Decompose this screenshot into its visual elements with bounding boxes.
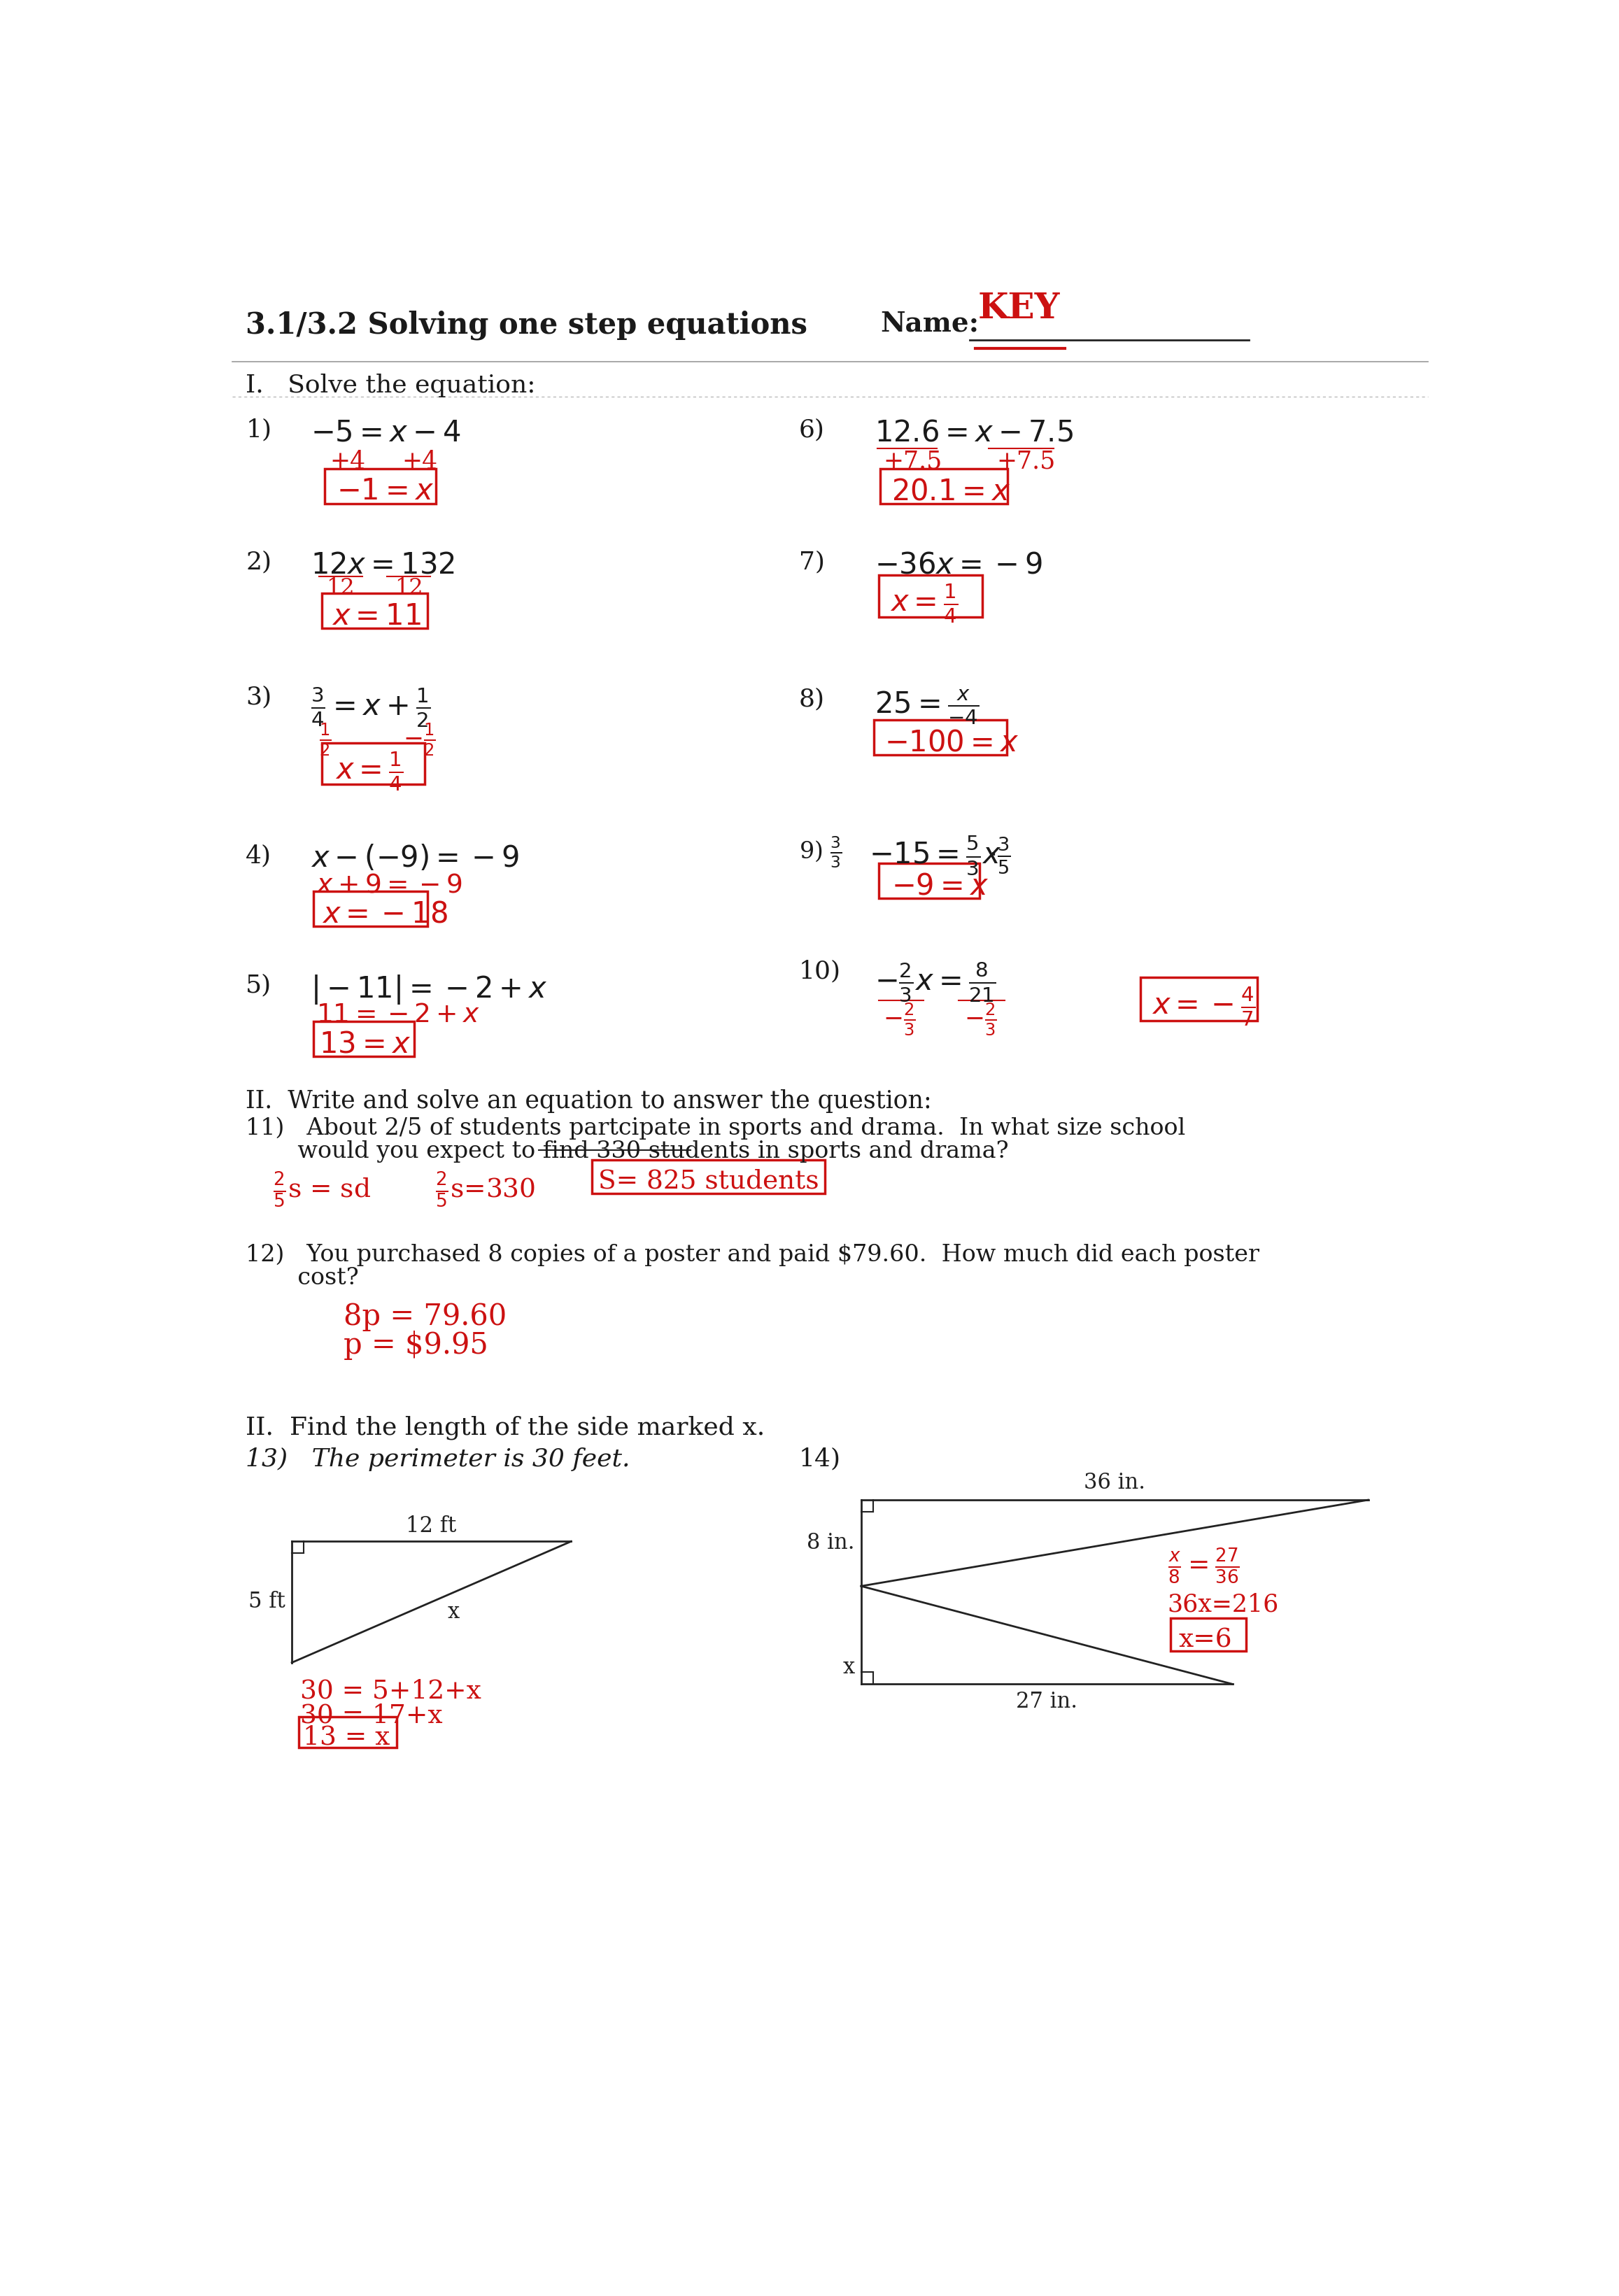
Text: $-\frac{2}{3}$: $-\frac{2}{3}$ [965,1001,997,1038]
Text: 13 = x: 13 = x [303,1724,390,1750]
Text: $x = -\frac{4}{7}$: $x = -\frac{4}{7}$ [1151,985,1255,1029]
Text: II.  Write and solve an equation to answer the question:: II. Write and solve an equation to answe… [246,1088,933,1114]
Text: 8p = 79.60: 8p = 79.60 [343,1302,507,1332]
Text: $x = \frac{1}{4}$: $x = \frac{1}{4}$ [890,583,958,625]
Text: $20.1 = x$: $20.1 = x$ [890,478,1010,505]
Bar [1140,978,1256,1019]
Text: $\frac{x}{8} = \frac{27}{36}$: $\frac{x}{8} = \frac{27}{36}$ [1167,1548,1240,1584]
Text: $-\frac{2}{3}x = \frac{8}{21}$: $-\frac{2}{3}x = \frac{8}{21}$ [874,960,996,1003]
Text: $12.6 = x - 7.5$: $12.6 = x - 7.5$ [874,418,1073,448]
Text: 7): 7) [798,551,824,574]
Text: 6): 6) [798,418,824,443]
Text: cost?: cost? [246,1267,359,1290]
Text: 27 in.: 27 in. [1015,1690,1077,1713]
Text: 11)   About 2/5 of students partcipate in sports and drama.  In what size school: 11) About 2/5 of students partcipate in … [246,1116,1185,1139]
Text: 36 in.: 36 in. [1083,1472,1145,1492]
Text: $-15 = \frac{5}{3}x$: $-15 = \frac{5}{3}x$ [869,836,1002,877]
Text: $-9 = x$: $-9 = x$ [890,870,989,900]
Text: $25 = \frac{x}{-4}$: $25 = \frac{x}{-4}$ [874,687,979,726]
Text: 3.1/3.2 Solving one step equations: 3.1/3.2 Solving one step equations [246,310,808,340]
Bar [324,468,436,503]
Text: $x = 11$: $x = 11$ [332,602,421,631]
Text: 12: 12 [395,576,423,599]
Text: 1): 1) [246,418,272,443]
Text: 30 = 5+12+x: 30 = 5+12+x [300,1678,481,1704]
Text: x=6: x=6 [1179,1628,1232,1653]
Text: 8 in.: 8 in. [806,1531,855,1554]
Text: S= 825 students: S= 825 students [597,1169,819,1194]
Text: $-1 = x$: $-1 = x$ [337,478,434,505]
Text: +7.5: +7.5 [882,450,942,473]
Bar [879,574,983,618]
Text: 14): 14) [798,1446,840,1472]
Text: $x + 9 = -9$: $x + 9 = -9$ [316,872,461,898]
Bar [879,863,979,898]
Text: 4): 4) [246,845,272,868]
Text: x: x [447,1603,460,1623]
Text: $|-11| = -2 + x$: $|-11| = -2 + x$ [311,974,547,1006]
Bar [314,891,427,925]
Text: II.  Find the length of the side marked x.: II. Find the length of the side marked x… [246,1417,766,1440]
Text: 30 = 17+x: 30 = 17+x [300,1704,442,1729]
Text: $x = -18$: $x = -18$ [322,900,448,928]
Text: would you expect to find 330 students in sports and drama?: would you expect to find 330 students in… [246,1141,1009,1164]
Text: I.   Solve the equation:: I. Solve the equation: [246,374,536,397]
Text: $x = \frac{1}{4}$: $x = \frac{1}{4}$ [335,751,403,792]
Text: $-\frac{1}{2}$: $-\frac{1}{2}$ [403,721,436,758]
Text: $13 = x$: $13 = x$ [319,1029,411,1058]
Text: 5): 5) [246,974,272,996]
Text: 10): 10) [798,960,840,983]
Text: $11 = -2 + x$: $11 = -2 + x$ [316,1003,481,1029]
Text: Name:: Name: [881,310,979,338]
Text: +4: +4 [330,450,366,473]
Bar [314,1022,414,1056]
Text: 9) $\frac{3}{3}$: 9) $\frac{3}{3}$ [798,836,842,870]
Text: $\frac{1}{2}$: $\frac{1}{2}$ [319,721,332,758]
Bar [591,1159,824,1194]
Text: $\frac{2}{5}$s=330: $\frac{2}{5}$s=330 [436,1171,536,1208]
Text: 12 ft: 12 ft [406,1515,457,1536]
Bar [874,721,1007,755]
Text: +7.5: +7.5 [997,450,1056,473]
Text: 12: 12 [325,576,355,599]
Text: 36x=216: 36x=216 [1167,1593,1279,1616]
Text: 3): 3) [246,684,272,709]
Bar [322,744,424,783]
Text: x: x [842,1658,855,1678]
Text: $\cdot \frac{3}{5}$: $\cdot \frac{3}{5}$ [989,836,1010,875]
Text: $x - (-9) = -9$: $x - (-9) = -9$ [311,845,520,872]
Text: +4: +4 [402,450,437,473]
Text: 2): 2) [246,551,272,574]
Bar [322,592,427,629]
Text: $\frac{3}{4} = x + \frac{1}{2}$: $\frac{3}{4} = x + \frac{1}{2}$ [311,684,431,728]
Text: 12)   You purchased 8 copies of a poster and paid $79.60.  How much did each pos: 12) You purchased 8 copies of a poster a… [246,1244,1260,1267]
Bar [881,468,1007,503]
Text: p = $9.95: p = $9.95 [343,1332,487,1359]
Text: KEY: KEY [978,292,1060,326]
Text: 8): 8) [798,687,824,712]
Bar [1171,1619,1247,1651]
Text: 13)   The perimeter is 30 feet.: 13) The perimeter is 30 feet. [246,1446,630,1472]
Bar [300,1717,397,1747]
Text: $12x = 132$: $12x = 132$ [311,551,455,579]
Text: $-100 = x$: $-100 = x$ [884,728,1018,758]
Text: 5 ft: 5 ft [248,1591,285,1612]
Text: $\frac{2}{5}$s = sd: $\frac{2}{5}$s = sd [274,1171,371,1208]
Text: $-5 = x - 4$: $-5 = x - 4$ [311,418,461,448]
Text: $-\frac{2}{3}$: $-\frac{2}{3}$ [882,1001,915,1038]
Text: $-36x = -9$: $-36x = -9$ [874,551,1043,579]
